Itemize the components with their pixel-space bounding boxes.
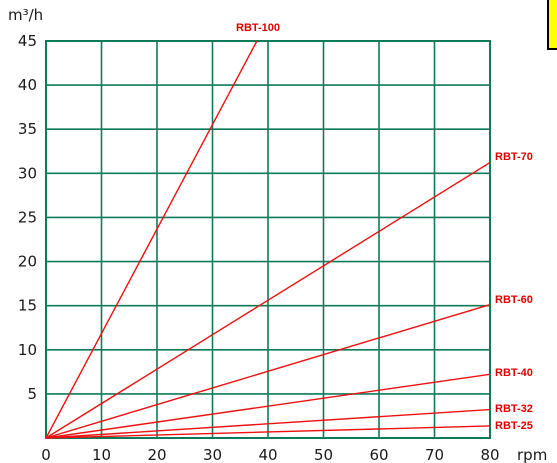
grid bbox=[45, 40, 491, 439]
series-line-rbt-70 bbox=[46, 161, 490, 439]
y-tick-label: 45 bbox=[18, 32, 37, 50]
series-label-rbt-60: RBT-60 bbox=[495, 294, 533, 306]
x-axis-label: rpm bbox=[517, 446, 547, 463]
x-tick-label: 70 bbox=[425, 446, 444, 463]
y-tick-label: 25 bbox=[18, 208, 37, 226]
series-label-rbt-25: RBT-25 bbox=[495, 420, 533, 432]
series-labels: RBT-100 RBT-70 RBT-60 RBT-40 RBT-32 RBT-25 bbox=[236, 22, 533, 432]
series-label-rbt-100: RBT-100 bbox=[236, 22, 280, 34]
series-line-rbt-40 bbox=[46, 373, 490, 439]
y-tick-label: 5 bbox=[27, 385, 37, 403]
x-tick-label: 0 bbox=[41, 446, 51, 463]
x-tick-label: 60 bbox=[369, 446, 388, 463]
series-line-rbt-32 bbox=[46, 408, 490, 439]
corner-highlight-box bbox=[547, 0, 557, 50]
x-tick-label: 10 bbox=[92, 446, 111, 463]
series-label-rbt-70: RBT-70 bbox=[495, 151, 533, 163]
y-axis-label: m³/h bbox=[8, 6, 43, 24]
x-tick-label: 20 bbox=[147, 446, 166, 463]
plot-border bbox=[45, 40, 491, 439]
y-tick-label: 15 bbox=[18, 297, 37, 315]
x-tick-label: 80 bbox=[480, 446, 499, 463]
series-line-rbt-60 bbox=[46, 303, 490, 439]
x-tick-label: 40 bbox=[258, 446, 277, 463]
tick-labels: 0 10 20 30 40 50 60 70 80 5 10 15 20 25 30 35 40 45 bbox=[18, 32, 500, 463]
series-line-rbt-25 bbox=[46, 425, 490, 439]
series-label-rbt-32: RBT-32 bbox=[495, 403, 533, 415]
y-tick-label: 30 bbox=[18, 164, 37, 182]
y-tick-label: 10 bbox=[18, 341, 37, 359]
series-label-rbt-40: RBT-40 bbox=[495, 367, 533, 379]
series-lines bbox=[46, 40, 490, 439]
y-tick-label: 35 bbox=[18, 120, 37, 138]
x-tick-label: 30 bbox=[203, 446, 222, 463]
y-tick-label: 20 bbox=[18, 253, 37, 271]
y-tick-label: 40 bbox=[18, 76, 37, 94]
series-line-rbt-100 bbox=[46, 40, 258, 439]
x-tick-label: 50 bbox=[314, 446, 333, 463]
